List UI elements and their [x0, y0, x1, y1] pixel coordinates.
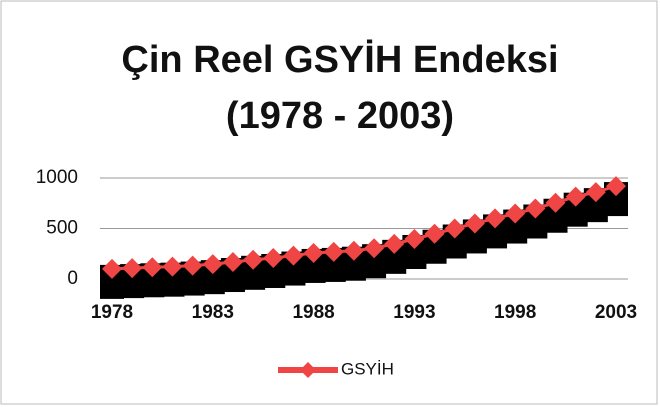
marker — [364, 238, 385, 259]
marker — [505, 203, 526, 224]
x-tick-label: 1988 — [292, 302, 334, 323]
marker — [384, 233, 405, 254]
marker — [485, 208, 506, 229]
marker — [565, 186, 586, 207]
marker — [303, 242, 324, 263]
y-tick-label: 1000 — [36, 167, 78, 188]
marker — [222, 252, 243, 273]
marker — [424, 223, 445, 244]
marker — [162, 256, 183, 277]
marker — [545, 192, 566, 213]
marker — [444, 218, 465, 239]
legend-label: GSYİH — [341, 359, 394, 378]
marker — [343, 240, 364, 261]
marker — [102, 258, 122, 279]
marker — [606, 176, 626, 197]
y-tick-label: 500 — [46, 218, 78, 239]
x-tick-label: 2003 — [595, 302, 637, 323]
marker — [263, 247, 284, 268]
marker — [243, 249, 264, 270]
x-tick-label: 1998 — [494, 302, 536, 323]
marker — [283, 245, 304, 266]
y-tick-label: 0 — [67, 268, 78, 289]
marker — [182, 255, 203, 276]
x-tick-label: 1978 — [91, 302, 133, 323]
chart-subtitle: (1978 - 2003) — [226, 95, 454, 137]
marker — [142, 257, 163, 278]
legend-marker — [300, 362, 316, 378]
chart-title: Çin Reel GSYİH Endeksi — [121, 39, 558, 81]
marker — [202, 254, 223, 275]
marker — [122, 258, 143, 279]
marker — [323, 241, 344, 262]
marker — [404, 229, 425, 250]
x-tick-label: 1993 — [393, 302, 435, 323]
marker — [585, 182, 606, 203]
x-tick-label: 1983 — [192, 302, 234, 323]
marker — [464, 213, 485, 234]
marker — [525, 198, 546, 219]
